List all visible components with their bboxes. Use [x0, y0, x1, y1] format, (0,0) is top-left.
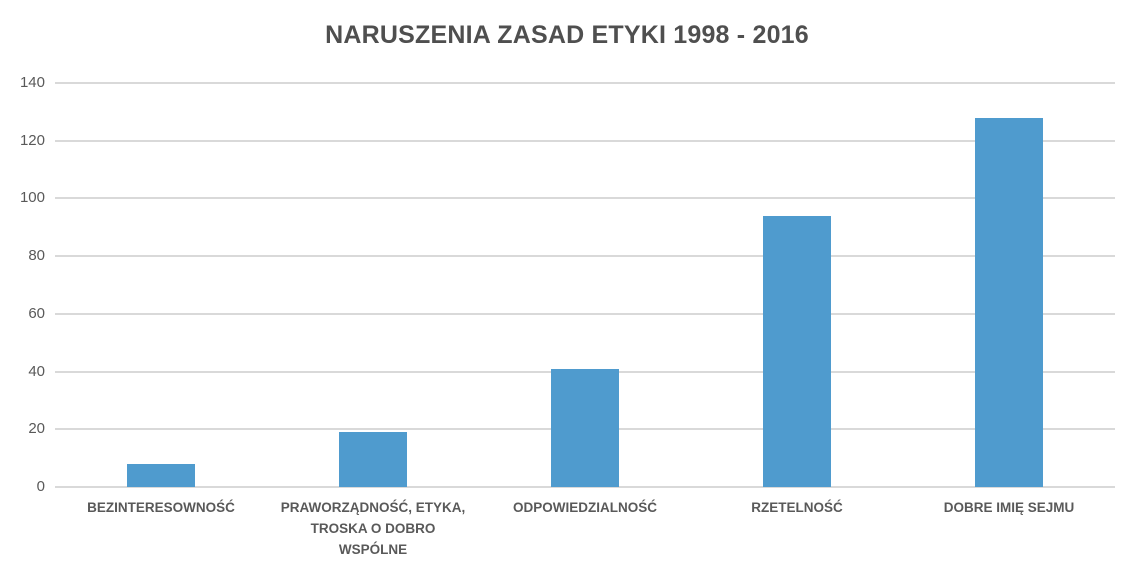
gridline-140 — [55, 82, 1115, 84]
y-axis-tick-label: 80 — [28, 247, 45, 265]
y-axis-tick-label: 140 — [19, 74, 45, 91]
x-axis-category-label: PRAWORZĄDNOŚĆ, ETYKA, TROSKA O DOBRO WSP… — [280, 500, 466, 557]
bar-4 — [975, 117, 1043, 487]
chart-title: NARUSZENIA ZASAD ETYKI 1998 - 2016 — [325, 21, 809, 49]
bar-1 — [339, 432, 407, 487]
y-axis-tick-label: 0 — [36, 478, 45, 495]
bar-3 — [763, 215, 831, 487]
y-axis-tick-label: 100 — [19, 189, 45, 207]
x-axis-category-label: RZETELNOŚĆ — [751, 500, 843, 515]
x-axis-category-label: ODPOWIEDZIALNOŚĆ — [513, 500, 657, 515]
x-axis-category-label: DOBRE IMIĘ SEJMU — [943, 500, 1075, 515]
gridline-80 — [55, 255, 1115, 258]
gridline-100 — [55, 197, 1115, 200]
gridline-60 — [55, 312, 1115, 315]
gridline-0 — [55, 486, 1115, 488]
y-axis-tick-label: 60 — [28, 304, 45, 322]
y-axis-tick-label: 120 — [19, 131, 45, 149]
gridline-120 — [55, 139, 1115, 142]
bar-0 — [127, 463, 195, 487]
x-axis-category-label: BEZINTERESOWNOŚĆ — [87, 500, 235, 515]
y-axis-tick-label: 40 — [28, 362, 45, 380]
bar-2 — [551, 368, 619, 487]
y-axis-tick-label: 20 — [28, 420, 45, 438]
